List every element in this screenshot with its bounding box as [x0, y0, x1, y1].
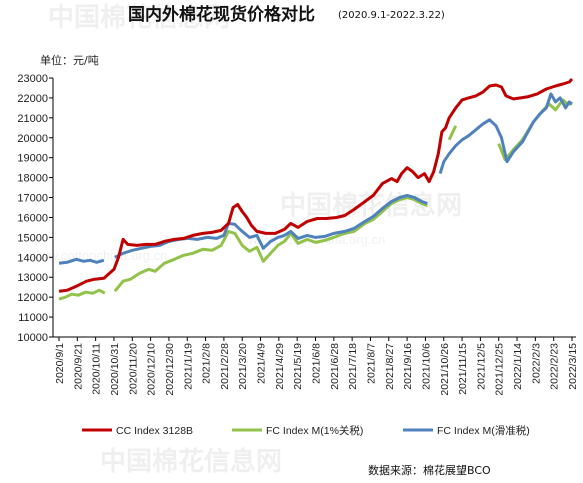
x-tick-label: 2020/10/11	[91, 343, 103, 395]
x-tick-label: 2021/4/29	[274, 343, 286, 390]
y-axis-ticks: 10000 11000 12000 13000 14000 15000 16000 17000…	[17, 73, 53, 344]
x-tick-label: 2021/10/6	[420, 343, 432, 390]
y-tick-label: 16000	[17, 212, 48, 224]
x-tick-label: 2021/12/25	[494, 343, 506, 396]
x-axis-ticks: 2020/9/1 2020/9/21 2020/10/11 2020/10/31 202…	[54, 337, 579, 396]
watermark-text: 中国棉花信息网	[280, 190, 462, 221]
y-tick-label: 23000	[17, 73, 48, 85]
y-axis-unit-label: 单位：元/吨	[40, 53, 99, 67]
y-tick-label: 18000	[17, 173, 48, 185]
x-tick-label: 2022/3/15	[567, 343, 579, 390]
x-tick-label: 2021/9/16	[402, 343, 414, 390]
x-tick-label: 2020/12/10	[146, 343, 158, 396]
x-tick-label: 2021/4/9	[256, 343, 268, 384]
x-tick-label: 2021/7/18	[347, 343, 359, 390]
x-tick-label: 2021/5/19	[292, 343, 304, 390]
y-tick-label: 21000	[17, 113, 48, 125]
x-tick-label: 2021/11/15	[457, 343, 469, 395]
series-line-1	[58, 98, 572, 301]
series-layer	[58, 77, 574, 301]
x-tick-label: 2021/2/28	[219, 343, 231, 390]
watermark-text: 中国棉花信息网	[48, 2, 230, 33]
y-tick-label: 22000	[17, 93, 48, 105]
legend-label-fc-index-sliding: FC Index M(滑准税)	[437, 424, 530, 437]
x-tick-label: 2021/6/28	[329, 343, 341, 390]
y-tick-label: 13000	[17, 272, 48, 284]
x-tick-label: 2021/3/20	[237, 343, 249, 390]
data-source-label: 数据来源：棉花展望BCO	[368, 463, 491, 477]
y-tick-label: 15000	[17, 232, 48, 244]
x-tick-label: 2021/8/27	[384, 343, 396, 390]
watermark-url: www.cottonchina.org.cn	[29, 248, 167, 263]
chart-subtitle: (2020.9.1-2022.3.22)	[338, 10, 445, 21]
legend-label-cc-index: CC Index 3128B	[116, 425, 193, 437]
x-tick-label: 2021/12/5	[475, 343, 487, 390]
watermark: 中国棉花信息网 中国棉花信息网 中国棉花信息网 www.cottonchina.…	[29, 2, 462, 477]
x-tick-label: 2022/2/23	[549, 343, 561, 390]
y-tick-label: 11000	[18, 312, 48, 324]
chart-title: 国内外棉花现货价格对比	[128, 4, 315, 25]
y-tick-label: 17000	[17, 193, 48, 205]
legend-label-fc-index-1pct: FC Index M(1%关税)	[266, 424, 363, 437]
y-tick-label: 12000	[17, 292, 48, 304]
watermark-text: 中国棉花信息网	[100, 446, 282, 477]
y-tick-label: 14000	[17, 252, 48, 264]
x-tick-label: 2021/10/26	[439, 343, 451, 396]
y-tick-label: 19000	[17, 153, 48, 165]
y-tick-label: 20000	[17, 133, 48, 145]
x-tick-label: 2020/12/30	[164, 343, 176, 396]
x-tick-label: 2021/6/8	[311, 343, 323, 384]
x-tick-label: 2021/8/7	[365, 343, 377, 384]
x-tick-label: 2020/9/21	[72, 343, 84, 390]
x-tick-label: 2020/10/31	[109, 343, 121, 396]
x-tick-label: 2022/1/14	[512, 343, 524, 390]
x-tick-label: 2021/2/8	[201, 343, 213, 384]
series-line-0	[58, 77, 574, 293]
legend: CC Index 3128B FC Index M(1%关税) FC Index…	[82, 424, 530, 437]
y-tick-label: 10000	[17, 332, 48, 344]
series-line-2	[58, 92, 573, 265]
x-tick-label: 2020/9/1	[54, 343, 66, 384]
x-tick-label: 2022/2/3	[530, 343, 542, 384]
x-tick-label: 2021/1/19	[182, 343, 194, 390]
x-tick-label: 2020/11/20	[127, 343, 139, 395]
